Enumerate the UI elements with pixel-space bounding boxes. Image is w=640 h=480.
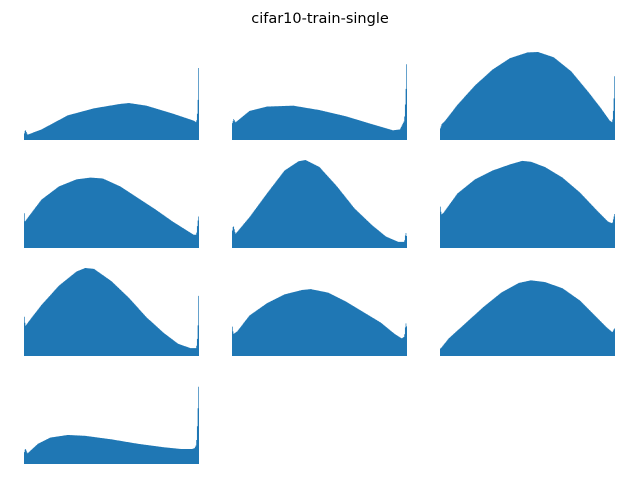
histogram-bars [24,177,199,248]
histogram-panel-10 [24,386,199,464]
histogram-panel-9 [440,280,615,356]
histogram-panel-5 [232,160,407,248]
histogram-bars [440,52,615,140]
histogram-bars [232,64,407,140]
histogram-panel-1 [24,67,199,140]
histogram-bars [24,386,199,464]
histogram-panel-3 [440,52,615,140]
histogram-panel-4 [24,177,199,248]
histogram-panels [24,52,615,464]
histogram-panel-2 [232,64,407,140]
figure-title: cifar10-train-single [251,11,389,27]
histogram-bars [440,160,615,248]
histogram-bars [440,280,615,356]
histogram-bars [232,289,407,356]
histogram-panel-8 [232,289,407,356]
histogram-panel-7 [24,268,199,356]
histogram-panel-6 [440,160,615,248]
histogram-bars [24,268,199,356]
histogram-bars [24,67,199,140]
histogram-bars [232,160,407,248]
